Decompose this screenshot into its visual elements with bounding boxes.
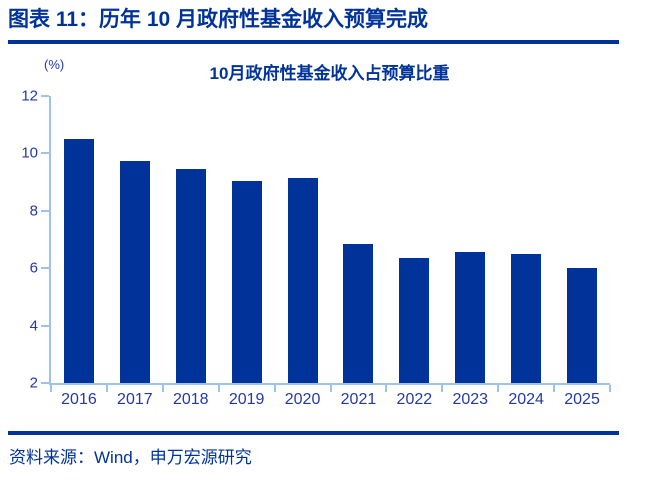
chart-title: 10月政府性基金收入占预算比重 (209, 64, 450, 83)
bar-2020 (287, 177, 318, 383)
x-tick-label: 2022 (396, 391, 433, 408)
x-tick-label: 2017 (117, 391, 153, 408)
y-tick-label: 12 (21, 87, 38, 105)
source-note: 资料来源：Wind，申万宏源研究 (9, 448, 252, 467)
y-tick-label: 4 (29, 317, 38, 335)
bar-2023 (455, 252, 486, 383)
x-tick-label: 2019 (228, 391, 265, 408)
bar-2018 (175, 169, 206, 383)
x-tick-label: 2016 (61, 391, 97, 408)
x-tick-label: 2023 (452, 391, 489, 408)
bar-2022 (399, 258, 430, 383)
x-tick-label: 2021 (340, 391, 377, 408)
x-tick (553, 385, 556, 392)
x-tick (329, 385, 332, 392)
x-tick (217, 385, 220, 392)
x-tick (609, 385, 611, 392)
y-tick (41, 95, 49, 97)
y-tick (41, 382, 49, 384)
footer-rule (8, 431, 619, 435)
bar-2016 (63, 139, 94, 383)
x-tick (50, 385, 52, 392)
y-tick (41, 209, 49, 212)
figure-title: 图表 11：历年 10 月政府性基金收入预算完成 (8, 8, 429, 31)
y-tick-label: 2 (29, 374, 38, 392)
plot-area: 2 4 6 8 10 12 2016 2017 2018 2019 2020 2021 2022 2023… (21, 89, 611, 408)
y-tick (41, 324, 49, 327)
y-tick-label: 8 (29, 202, 38, 220)
y-tick (41, 267, 49, 270)
bar-2025 (567, 268, 598, 383)
x-tick (497, 385, 500, 392)
bar-2024 (511, 253, 542, 383)
y-tick-label: 10 (21, 144, 38, 162)
header-rule (8, 40, 619, 44)
x-tick-label: 2020 (284, 391, 321, 408)
x-tick (273, 385, 276, 392)
x-tick-label: 2018 (172, 391, 209, 408)
y-tick-label: 6 (29, 259, 38, 277)
y-tick (41, 152, 49, 155)
x-tick-label: 2025 (564, 391, 600, 408)
x-tick-label: 2024 (508, 391, 544, 408)
bar-2017 (119, 160, 150, 383)
y-axis-unit-label: (%) (44, 57, 65, 72)
x-tick (161, 385, 164, 392)
x-tick (441, 385, 444, 392)
x-tick (105, 385, 108, 392)
bar-2019 (231, 180, 262, 383)
x-tick (385, 385, 388, 392)
bar-2021 (343, 243, 374, 383)
